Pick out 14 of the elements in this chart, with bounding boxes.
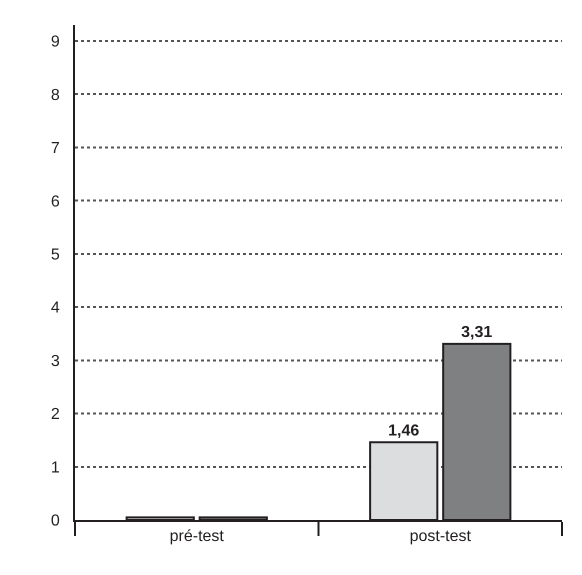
x-tick-label: post-test bbox=[410, 528, 472, 546]
y-tick-label: 9 bbox=[50, 34, 60, 51]
y-tick-label: 0 bbox=[50, 512, 60, 530]
x-tick-label: pré-test bbox=[170, 528, 224, 546]
y-tick-label: 8 bbox=[50, 86, 60, 104]
y-tick-label: 7 bbox=[50, 140, 60, 158]
y-tick-label: 1 bbox=[50, 459, 60, 476]
y-tick-label: 4 bbox=[50, 300, 60, 317]
y-tick-label: 2 bbox=[50, 406, 60, 424]
y-tick-label: 6 bbox=[50, 193, 60, 210]
y-tick-label: 3 bbox=[50, 352, 60, 370]
data-label: 3,31 bbox=[461, 324, 492, 341]
y-tick-label: 5 bbox=[50, 246, 60, 264]
data-label: 1,46 bbox=[388, 422, 420, 440]
